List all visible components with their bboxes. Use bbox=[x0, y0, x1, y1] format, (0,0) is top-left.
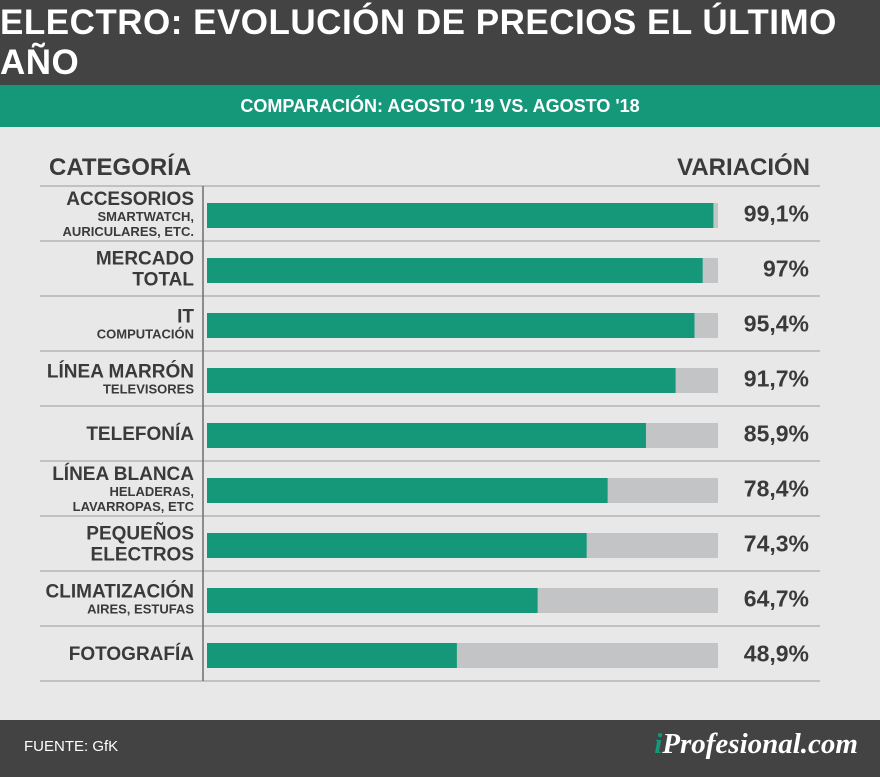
category-sublabel: COMPUTACIÓN bbox=[97, 327, 194, 342]
category-sublabel: TELEVISORES bbox=[103, 382, 194, 397]
category-sublabel: SMARTWATCH, bbox=[97, 209, 194, 224]
variation-column-header: VARIACIÓN bbox=[677, 154, 810, 181]
category-label: ELECTROS bbox=[91, 545, 194, 566]
value-label: 95,4% bbox=[744, 311, 809, 337]
value-label: 64,7% bbox=[744, 586, 809, 612]
category-sublabel: LAVARROPAS, ETC bbox=[73, 499, 195, 514]
chart-title: ELECTRO: EVOLUCIÓN DE PRECIOS EL ÚLTIMO … bbox=[0, 2, 837, 82]
brand-logo: iProfesional.com bbox=[654, 728, 858, 761]
category-label: IT bbox=[177, 307, 194, 328]
bar bbox=[207, 203, 714, 228]
source-note: FUENTE: GfK bbox=[24, 738, 119, 755]
value-label: 78,4% bbox=[744, 476, 809, 502]
bar bbox=[207, 313, 695, 338]
category-sublabel: AIRES, ESTUFAS bbox=[87, 602, 194, 617]
chart-subtitle: COMPARACIÓN: AGOSTO '19 VS. AGOSTO '18 bbox=[240, 95, 640, 116]
brand-logo-text: Profesional.com bbox=[662, 728, 858, 760]
category-sublabel: AURICULARES, ETC. bbox=[63, 224, 194, 239]
category-label: TOTAL bbox=[132, 270, 194, 291]
category-label: TELEFONÍA bbox=[86, 423, 194, 445]
value-label: 99,1% bbox=[744, 201, 809, 227]
footer-bar bbox=[0, 720, 880, 777]
value-label: 48,9% bbox=[744, 641, 809, 667]
category-label: ACCESORIOS bbox=[66, 189, 194, 210]
value-label: 74,3% bbox=[744, 531, 809, 557]
category-label: PEQUEÑOS bbox=[86, 523, 194, 545]
title-bar: ELECTRO: EVOLUCIÓN DE PRECIOS EL ÚLTIMO … bbox=[0, 0, 880, 85]
brand-logo-i: i bbox=[654, 728, 663, 760]
bar bbox=[207, 423, 646, 448]
bar bbox=[207, 643, 457, 668]
value-label: 91,7% bbox=[744, 366, 809, 392]
category-column-header: CATEGORÍA bbox=[49, 154, 192, 181]
bar bbox=[207, 588, 538, 613]
bar bbox=[207, 368, 676, 393]
value-label: 97% bbox=[763, 256, 809, 282]
bar bbox=[207, 258, 703, 283]
category-label: LÍNEA MARRÓN bbox=[47, 361, 194, 383]
bar bbox=[207, 478, 608, 503]
category-label: LÍNEA BLANCA bbox=[52, 463, 194, 485]
bar bbox=[207, 533, 587, 558]
value-label: 85,9% bbox=[744, 421, 809, 447]
subtitle-bar: COMPARACIÓN: AGOSTO '19 VS. AGOSTO '18 bbox=[0, 85, 880, 127]
category-label: CLIMATIZACIÓN bbox=[46, 581, 194, 603]
category-sublabel: HELADERAS, bbox=[109, 484, 194, 499]
category-label: FOTOGRAFÍA bbox=[69, 643, 195, 665]
category-label: MERCADO bbox=[96, 249, 194, 270]
